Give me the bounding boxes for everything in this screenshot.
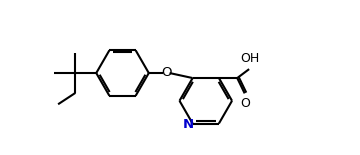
Text: O: O xyxy=(240,97,250,110)
Text: N: N xyxy=(183,117,194,131)
Text: OH: OH xyxy=(240,52,259,65)
Text: O: O xyxy=(162,66,172,79)
